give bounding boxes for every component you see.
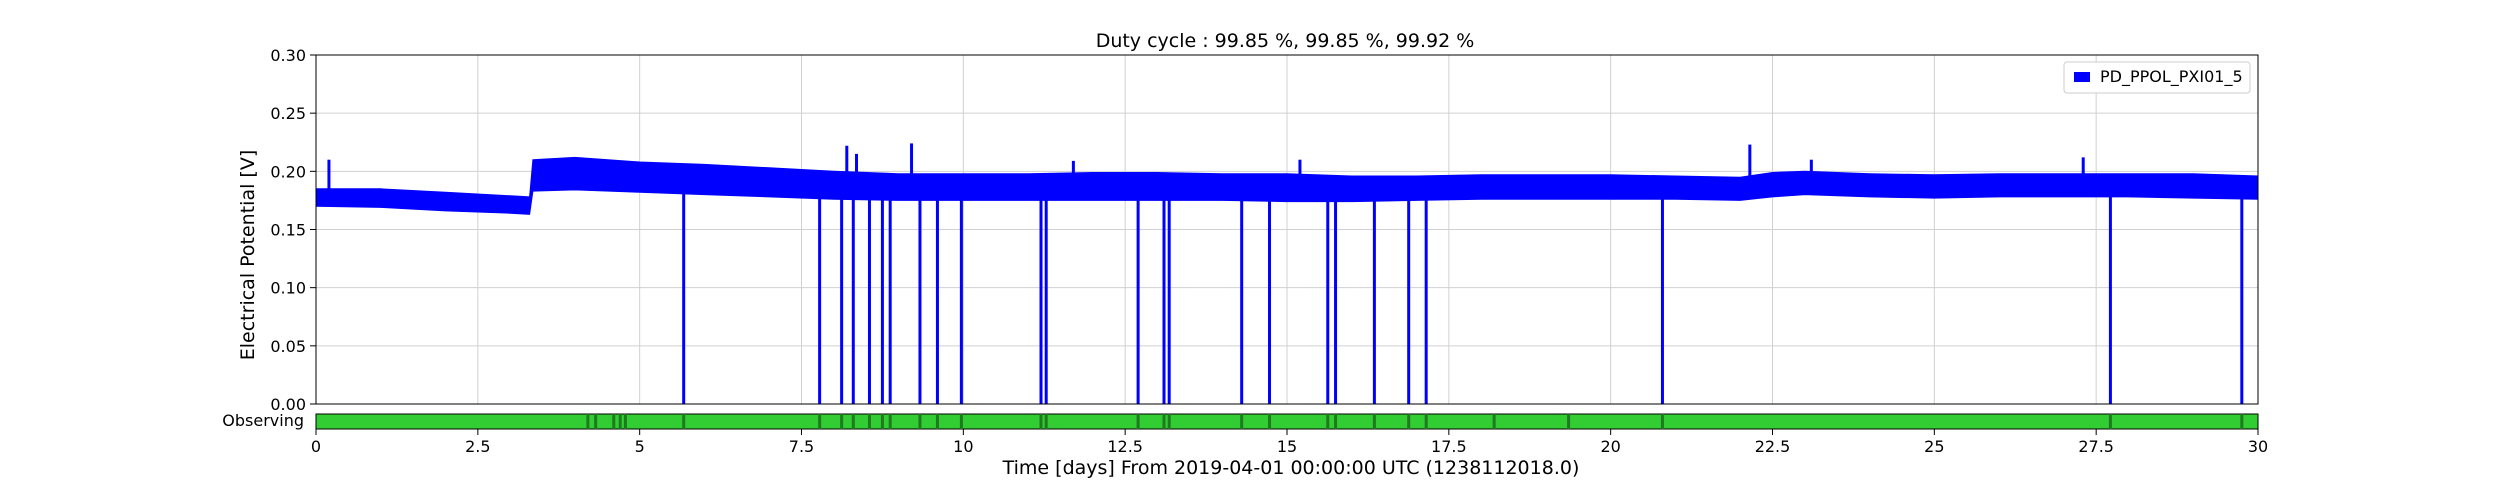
observing-gap [851,414,855,429]
y-tick-label: 0.00 [270,395,306,414]
chart-title: Duty cycle : 99.85 %, 99.85 %, 99.92 % [1096,30,1475,52]
x-tick-label: 15 [1277,437,1297,456]
y-axis: 0.00 0.05 0.10 0.15 0.20 0.25 0.30 [270,46,316,414]
observing-gap [1162,414,1166,429]
observing-gap [2108,414,2112,429]
y-tick-label: 0.15 [270,221,306,240]
observing-gap [1660,414,1664,429]
observing-gap [1424,414,1428,429]
x-tick-label: 7.5 [789,437,814,456]
observing-gap [918,414,922,429]
observing-gap [935,414,939,429]
legend-box [2063,61,2251,94]
x-tick-label: 12.5 [1107,437,1143,456]
observing-gap [1407,414,1411,429]
y-tick-label: 0.10 [270,279,306,298]
observing-gap [840,414,844,429]
observing-segment [315,413,2259,430]
observing-gap [888,414,892,429]
x-tick-label: 0 [311,437,321,456]
observing-gap [1136,414,1140,429]
observing-gap [1492,414,1496,429]
observing-gap [1268,414,1272,429]
observing-gap [1334,414,1338,429]
observing-state-bar [315,413,2259,430]
y-tick-label: 0.30 [270,46,306,65]
observing-gap [1326,414,1330,429]
x-tick-label: 25 [1924,437,1944,456]
legend: PD_PPOL_PXI01_5 [2063,61,2251,94]
state-bar-label: Observing [222,411,304,430]
observing-gap [1240,414,1244,429]
observing-gap [1567,414,1571,429]
observing-gap [586,414,590,429]
y-tick-label: 0.20 [270,162,306,181]
observing-gap [682,414,686,429]
x-tick-label: 5 [635,437,645,456]
y-axis-label: Electrical Potential [V] [237,150,259,360]
x-tick-label: 10 [953,437,973,456]
plot-data [315,143,2259,404]
observing-gap [594,414,598,429]
y-tick-label: 0.05 [270,337,306,356]
observing-gap [1044,414,1048,429]
observing-gap [618,414,622,429]
plot-frame [315,54,2259,405]
x-axis-label: Time [days] From 2019-04-01 00:00:00 UTC… [1002,457,1580,479]
x-axis: 0 2.5 5 7.5 10 12.5 15 17.5 20 22.5 25 27.5 30 [311,429,2268,456]
observing-gap [2240,414,2244,429]
legend-swatch [2074,72,2090,82]
observing-gap [959,414,963,429]
observing-gap [1039,414,1043,429]
x-tick-label: 22.5 [1755,437,1791,456]
observing-gap [1167,414,1171,429]
observing-gap [623,414,627,429]
x-tick-label: 30 [2248,437,2268,456]
observing-gap [1372,414,1376,429]
observing-gap [880,414,884,429]
x-tick-label: 17.5 [1431,437,1467,456]
plot-grid [315,54,2259,405]
x-tick-label: 27.5 [2078,437,2114,456]
observing-gap [818,414,822,429]
legend-label: PD_PPOL_PXI01_5 [2100,67,2243,87]
y-tick-label: 0.25 [270,104,306,123]
observing-gap [867,414,871,429]
x-tick-label: 2.5 [465,437,490,456]
x-tick-label: 20 [1600,437,1620,456]
observing-gap [612,414,616,429]
